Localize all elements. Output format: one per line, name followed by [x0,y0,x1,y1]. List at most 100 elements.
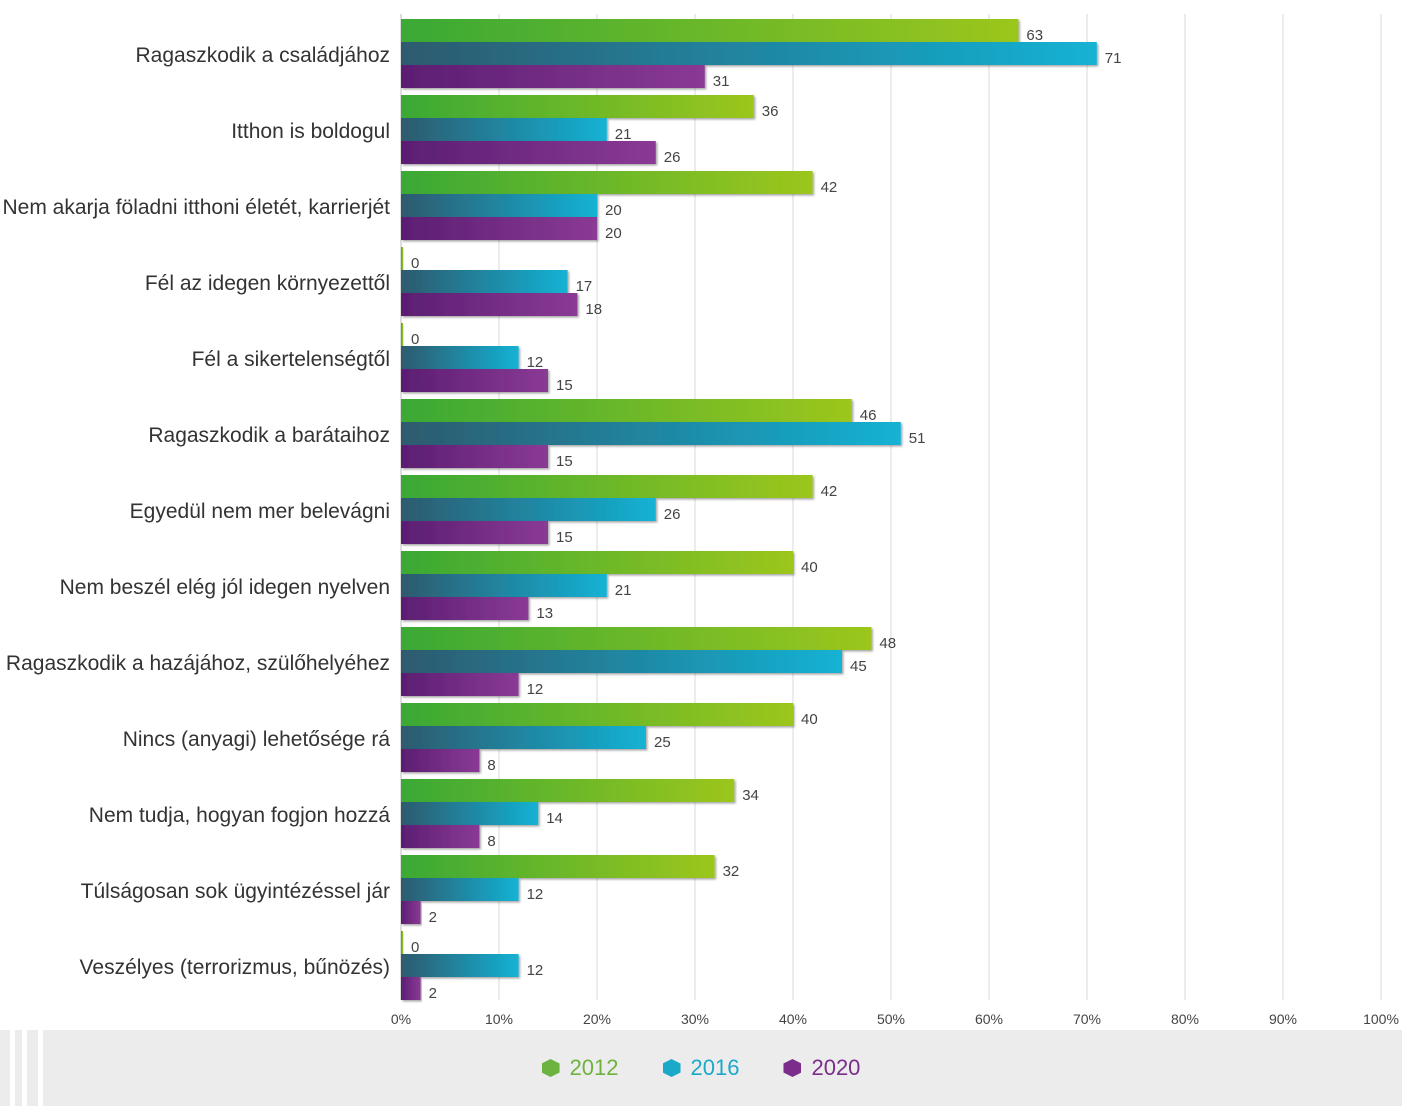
bar-2016-2 [401,194,597,217]
data-label: 0 [411,939,419,956]
bar-2020-12 [401,977,421,1000]
bar-2016-5 [401,422,901,445]
category-label: Ragaszkodik a hazájához, szülőhelyéhez [6,652,390,675]
bar-2012-4 [401,323,403,346]
bar-2020-9 [401,749,480,772]
data-label: 12 [527,681,544,698]
data-label: 20 [605,202,622,219]
x-tick-label: 100% [1363,1011,1399,1027]
bar-2016-8 [401,650,842,673]
data-label: 12 [527,354,544,371]
data-label: 12 [527,886,544,903]
legend-label: 2016 [690,1055,740,1080]
data-label: 34 [742,787,759,804]
data-label: 26 [664,149,681,166]
data-label: 15 [556,377,573,394]
category-label: Ragaszkodik a barátaihoz [148,424,390,447]
bar-2020-0 [401,65,705,88]
decorative-stripe [22,1030,27,1106]
data-label: 40 [801,559,818,576]
decorative-stripe [10,1030,15,1106]
bar-2016-4 [401,346,519,369]
bar-2012-7 [401,551,793,574]
data-label: 0 [411,255,419,272]
bar-2020-8 [401,673,519,696]
data-label: 8 [487,757,495,774]
data-label: 45 [850,658,867,675]
decorative-stripe [38,1030,43,1106]
data-label: 13 [536,605,553,622]
data-label: 26 [664,506,681,523]
category-label: Egyedül nem mer belevágni [130,500,390,523]
bar-2012-11 [401,855,715,878]
category-labels: Ragaszkodik a családjához 63 71 31 Itthon is… [2,27,1121,1002]
x-tick-label: 70% [1073,1011,1101,1027]
bar-2012-10 [401,779,735,802]
data-label: 31 [713,73,730,90]
hexagon-icon [662,1059,681,1077]
data-label: 0 [411,331,419,348]
data-label: 15 [556,529,573,546]
data-label: 21 [615,582,632,599]
bar-2012-0 [401,19,1019,42]
data-label: 25 [654,734,671,751]
bar-2020-4 [401,369,548,392]
category-label: Fél a sikertelenségtől [192,348,390,371]
bar-2012-5 [401,399,852,422]
category-label: Veszélyes (terrorizmus, bűnözés) [80,956,390,979]
data-label: 71 [1105,50,1122,67]
hexagon-icon [541,1059,560,1077]
bar-2012-6 [401,475,813,498]
data-label: 21 [615,126,632,143]
category-label: Fél az idegen környezettől [145,272,390,295]
legend-item-2012: 2012 [541,1055,619,1081]
bar-2020-10 [401,825,480,848]
bar-2016-6 [401,498,656,521]
x-tick-label: 10% [485,1011,513,1027]
bar-2020-11 [401,901,421,924]
category-label: Túlságosan sok ügyintézéssel jár [81,880,390,903]
bar-2012-1 [401,95,754,118]
data-label: 2 [429,909,437,926]
bar-chart: Ragaszkodik a családjához 63 71 31 Itthon is… [2,14,1399,1027]
bar-2016-1 [401,118,607,141]
legend-item-2016: 2016 [662,1055,740,1081]
bar-2012-8 [401,627,872,650]
bar-2020-2 [401,217,597,240]
data-label: 17 [576,278,593,295]
bars [401,19,1097,1000]
data-label: 32 [723,863,740,880]
data-label: 12 [527,962,544,979]
x-tick-label: 80% [1171,1011,1199,1027]
data-label: 46 [860,407,877,424]
data-label: 42 [821,179,838,196]
data-label: 51 [909,430,926,447]
bar-2020-3 [401,293,578,316]
category-label: Nem beszél elég jól idegen nyelven [60,576,390,599]
bar-2016-12 [401,954,519,977]
x-tick-label: 0% [391,1011,411,1027]
data-label: 8 [487,833,495,850]
legend-item-2020: 2020 [783,1055,860,1081]
data-label: 20 [605,225,622,242]
bar-2012-12 [401,931,403,954]
bar-2020-6 [401,521,548,544]
category-label: Ragaszkodik a családjához [136,44,390,67]
bar-2012-9 [401,703,793,726]
legend: 2012 2016 2020 [0,1030,1402,1106]
x-tick-label: 20% [583,1011,611,1027]
data-label: 36 [762,103,779,120]
x-axis-ticks: 0% 10% 20% 30% 40% 50% 60% 70% 80% 90% 100% [391,1011,1399,1027]
data-label: 40 [801,711,818,728]
category-label: Nincs (anyagi) lehetősége rá [123,728,391,751]
bar-2016-9 [401,726,646,749]
category-label: Nem akarja föladni itthoni életét, karri… [2,196,390,219]
data-label: 48 [879,635,896,652]
category-label: Nem tudja, hogyan fogjon hozzá [89,804,391,827]
bar-2020-7 [401,597,529,620]
legend-label: 2012 [569,1055,619,1080]
bar-2012-3 [401,247,403,270]
legend-label: 2020 [811,1055,861,1080]
x-tick-label: 40% [779,1011,807,1027]
x-tick-label: 60% [975,1011,1003,1027]
